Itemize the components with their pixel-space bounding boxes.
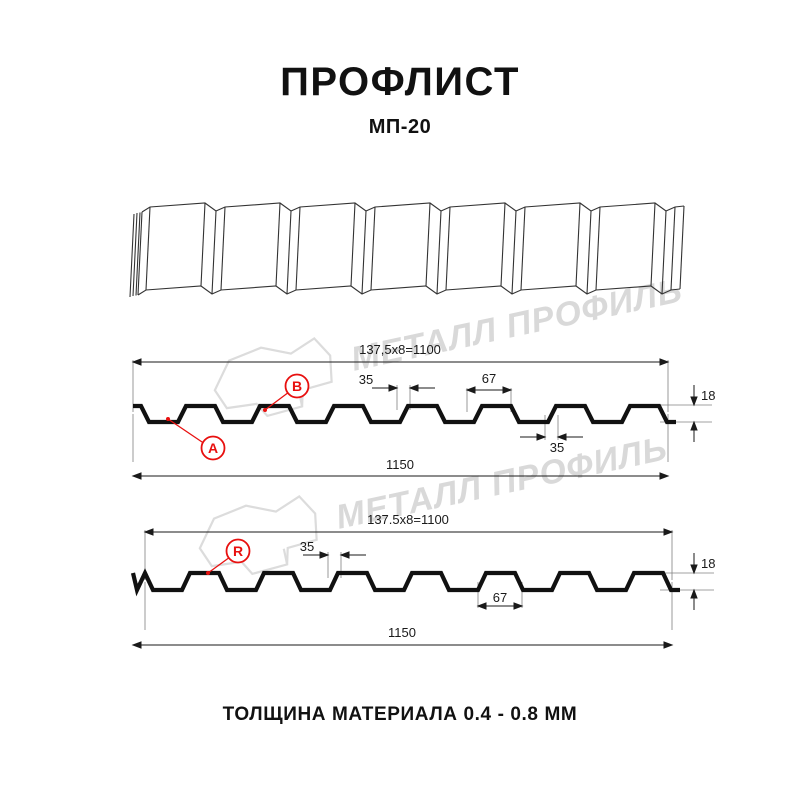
dim-overall-bottom bbox=[131, 472, 670, 480]
watermark-logo-icon bbox=[213, 337, 333, 418]
callout-b: B bbox=[263, 373, 310, 412]
dim-height-top bbox=[690, 385, 698, 442]
callout-r-label: R bbox=[233, 543, 243, 559]
dim-label-overall-bottom: 1150 bbox=[386, 457, 414, 472]
dim-label-overall-top: 137,5x8=1100 bbox=[359, 342, 441, 357]
dim-label-overall-top-2: 137.5x8=1100 bbox=[367, 512, 449, 527]
callout-r: R bbox=[206, 538, 251, 575]
dim-label-height-bottom: 18 bbox=[701, 556, 715, 571]
dim-overall-top bbox=[131, 358, 670, 366]
dim-label-height-top: 18 bbox=[701, 388, 715, 403]
dim-rib-top-2 bbox=[303, 551, 366, 559]
extension-lines-top bbox=[132, 360, 712, 462]
watermark-group-2: МЕТАЛЛ ПРОФИЛЬ bbox=[198, 429, 671, 576]
dim-label-overall-bottom-2: 1150 bbox=[388, 625, 416, 640]
dim-valley-bottom-2 bbox=[476, 602, 524, 610]
profile-view-r: 137.5x8=1100 1150 35 67 bbox=[130, 512, 715, 649]
profile-view-a-b: 137,5x8=1100 1150 35 67 bbox=[131, 342, 715, 480]
profile-outline-top bbox=[133, 403, 676, 425]
dim-rib-bottom bbox=[520, 433, 583, 441]
callout-a: A bbox=[166, 417, 226, 461]
dim-label-rib-top-2: 35 bbox=[300, 539, 314, 554]
dim-height-bottom bbox=[690, 553, 698, 610]
callout-a-label: A bbox=[208, 440, 218, 456]
dim-label-valley-top: 67 bbox=[482, 371, 496, 386]
profile-outline-bottom bbox=[130, 568, 680, 597]
callout-b-label: B bbox=[292, 378, 302, 394]
dim-label-rib-bottom: 35 bbox=[550, 440, 564, 455]
dim-rib-top bbox=[372, 384, 435, 392]
dim-label-valley-bottom-2: 67 bbox=[493, 590, 507, 605]
watermark-group-1: МЕТАЛЛ ПРОФИЛЬ bbox=[213, 271, 686, 418]
isometric-corrugated-sheet bbox=[129, 202, 685, 298]
dim-valley-top bbox=[465, 386, 513, 394]
dim-overall-top-2 bbox=[143, 528, 674, 536]
dim-overall-bottom-2 bbox=[131, 641, 674, 649]
dim-label-rib-top: 35 bbox=[359, 372, 373, 387]
